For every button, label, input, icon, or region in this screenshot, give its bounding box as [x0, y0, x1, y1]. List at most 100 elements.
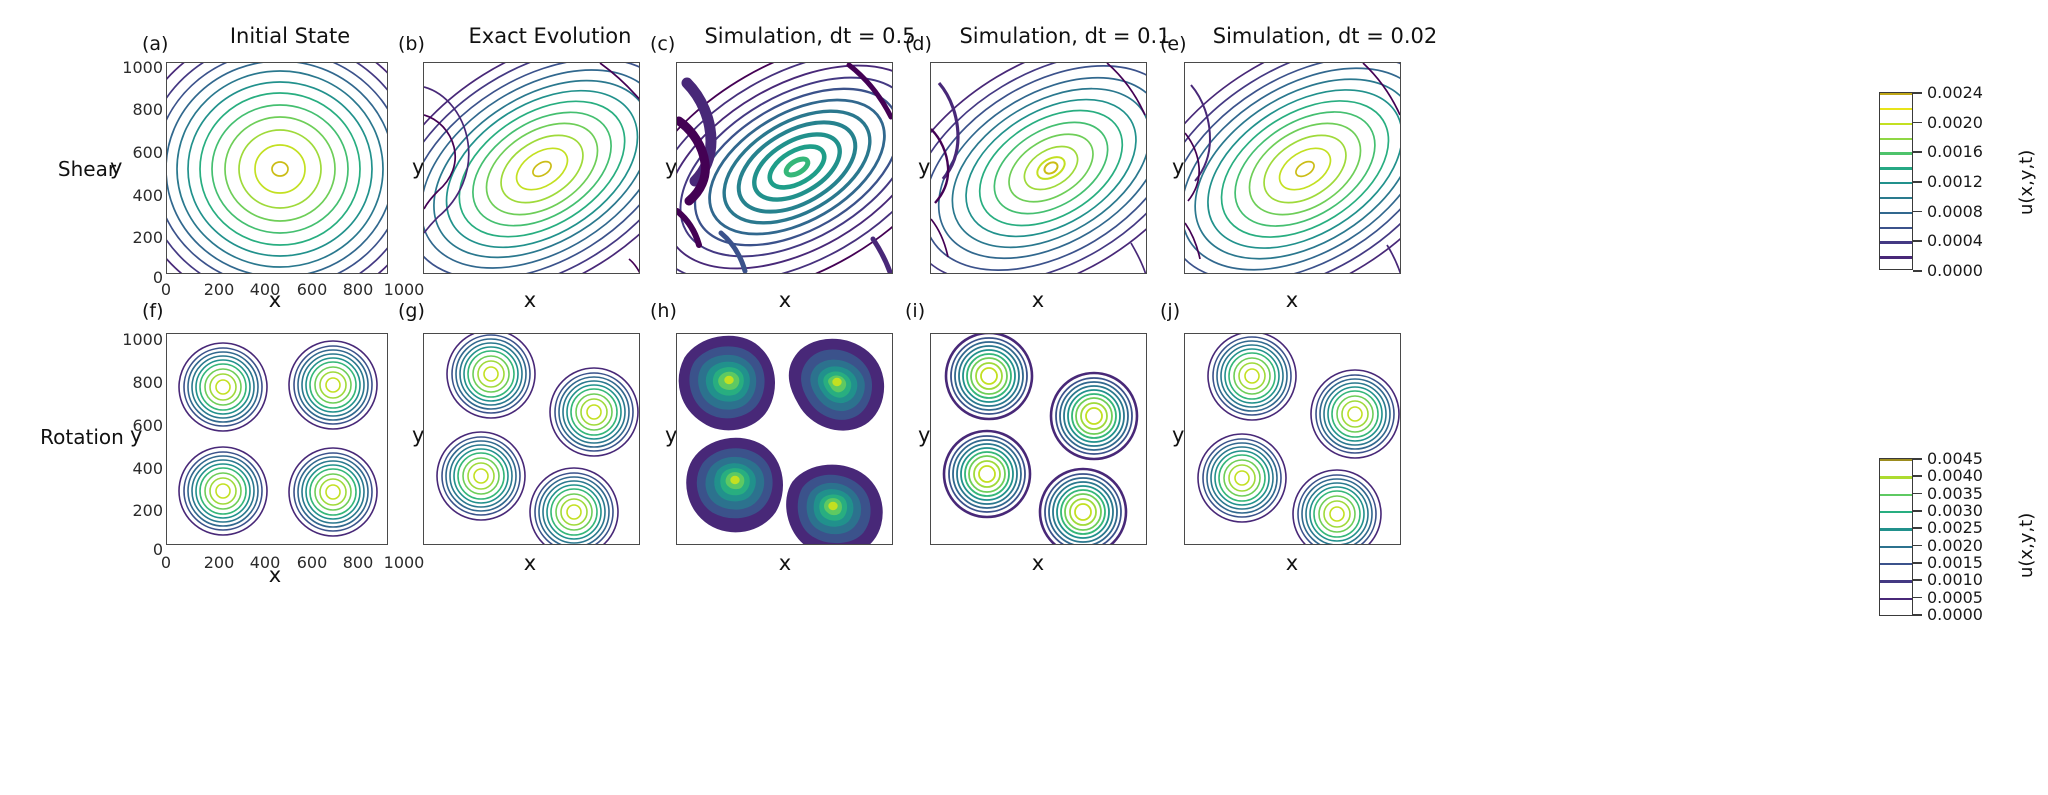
panel-frame: [166, 333, 388, 545]
colorbar-level-line: [1880, 167, 1912, 170]
colorbar-tick-label: 0.0008: [1927, 201, 1983, 221]
shear-colorbar: [1879, 92, 1913, 270]
colorbar-tick-label: 0.0045: [1927, 449, 1983, 468]
xlabel-b: x: [523, 288, 537, 312]
colorbar-tickmark: [1913, 579, 1922, 581]
xlabel-j: x: [1285, 551, 1299, 575]
contour-plot-h: [678, 335, 885, 544]
panel-frame: [676, 333, 893, 545]
colorbar-tickmark: [1913, 92, 1922, 94]
panel-frame: [930, 333, 1147, 545]
panel-title-b: Exact Evolution: [468, 24, 632, 48]
ytick-label: 200: [132, 228, 163, 247]
panel-frame: [676, 62, 893, 274]
colorbar-tick-label: 0.0010: [1927, 570, 1983, 590]
colorbar-level-line: [1880, 528, 1912, 531]
colorbar-level-line: [1880, 93, 1912, 96]
panel-frame: [423, 333, 640, 545]
xlabel-a: x: [268, 288, 282, 312]
xtick-label: 800: [342, 553, 374, 572]
xtick-label: 800: [342, 280, 374, 299]
colorbar-level-line: [1880, 182, 1912, 185]
colorbar-level-line: [1880, 597, 1912, 601]
contour-plot-j: [1197, 334, 1400, 544]
xlabel-d: x: [1031, 288, 1045, 312]
colorbar-tick-label: 0.0020: [1927, 535, 1983, 555]
colorbar-tickmark: [1913, 544, 1922, 547]
colorbar-tick-label: 0.0015: [1927, 553, 1983, 572]
xlabel-i: x: [1031, 551, 1045, 575]
row-label-shear: Shear: [57, 157, 117, 181]
contour-plot-f: [178, 340, 378, 537]
xtick-label: 600: [296, 553, 328, 572]
ylabel-d: y: [918, 155, 931, 179]
panel-i-rotation-dt01: [930, 333, 1147, 545]
panel-title-a: Initial State: [229, 24, 351, 48]
colorbar-tickmark: [1913, 121, 1922, 124]
colorbar-tickmark: [1913, 492, 1922, 495]
panel-e-shear-dt002: [1184, 62, 1401, 274]
colorbar-tick-label: 0.0012: [1927, 172, 1983, 191]
ytick-label: 600: [132, 416, 163, 435]
xlabel-g: x: [523, 551, 537, 575]
colorbar-level-line: [1880, 563, 1912, 566]
panel-tag-c: (c): [650, 33, 676, 55]
colorbar-tick-label: 0.0004: [1927, 231, 1983, 251]
panel-tag-j: (j): [1160, 300, 1181, 322]
colorbar-level-line: [1880, 226, 1912, 229]
ylabel-b: y: [412, 155, 425, 179]
colorbar-tickmark: [1913, 181, 1922, 183]
ylabel-h: y: [665, 423, 678, 447]
ytick-label: 400: [132, 186, 163, 205]
panel-frame: [1184, 333, 1401, 545]
xlabel-h: x: [778, 551, 792, 575]
ytick-label: 200: [132, 501, 163, 520]
colorbar-level-line: [1880, 493, 1912, 497]
contour-plot-i: [942, 334, 1139, 544]
ylabel-j: y: [1172, 423, 1185, 447]
xtick-label: 200: [203, 280, 235, 299]
xtick-label: 400: [249, 553, 281, 572]
ytick-label: 1000: [122, 330, 163, 349]
rotation-colorbar-label: u(x,y,t): [2016, 512, 2037, 578]
panel-j-rotation-dt002: [1184, 333, 1401, 545]
ylabel-f: y: [130, 423, 143, 447]
ytick-label: 400: [132, 459, 163, 478]
rotation-colorbar: [1879, 458, 1913, 616]
colorbar-tickmark: [1913, 510, 1922, 512]
contour-plot-c: [677, 63, 892, 273]
xtick-label: 600: [296, 280, 328, 299]
ytick-label: 0: [152, 268, 163, 287]
panel-tag-a: (a): [142, 33, 169, 55]
colorbar-tick-label: 0.0020: [1927, 112, 1983, 132]
ylabel-a: y: [110, 155, 123, 179]
ytick-label: 800: [132, 373, 163, 392]
ytick-label: 600: [132, 143, 163, 162]
xtick-label: 400: [249, 280, 281, 299]
row-label-rotation: Rotation: [40, 425, 124, 449]
ylabel-i: y: [918, 423, 931, 447]
colorbar-level-line: [1880, 241, 1912, 244]
panel-tag-h: (h): [650, 300, 677, 322]
colorbar-level-line: [1880, 615, 1912, 616]
colorbar-level-line: [1880, 511, 1912, 514]
contour-plot-d: [931, 63, 1146, 273]
colorbar-tickmark: [1913, 270, 1922, 272]
ytick-label: 0: [152, 540, 163, 559]
colorbar-level-line: [1880, 152, 1912, 155]
colorbar-level-line: [1880, 211, 1912, 215]
contour-plot-g: [436, 334, 639, 544]
colorbar-tickmark: [1913, 151, 1922, 153]
xtick-label: 1000: [383, 553, 425, 572]
ylabel-g: y: [412, 423, 425, 447]
panel-title-d: Simulation, dt = 0.1: [959, 24, 1171, 48]
xtick-label: 200: [203, 553, 235, 572]
colorbar-tickmark: [1913, 562, 1922, 564]
panel-a-shear-initial: [166, 62, 388, 274]
panel-h-rotation-dt05: [676, 333, 893, 545]
contour-plot-b: [424, 63, 639, 273]
colorbar-tick-label: 0.0016: [1927, 142, 1983, 162]
colorbar-level-line: [1880, 137, 1912, 140]
colorbar-tickmark: [1913, 240, 1922, 242]
